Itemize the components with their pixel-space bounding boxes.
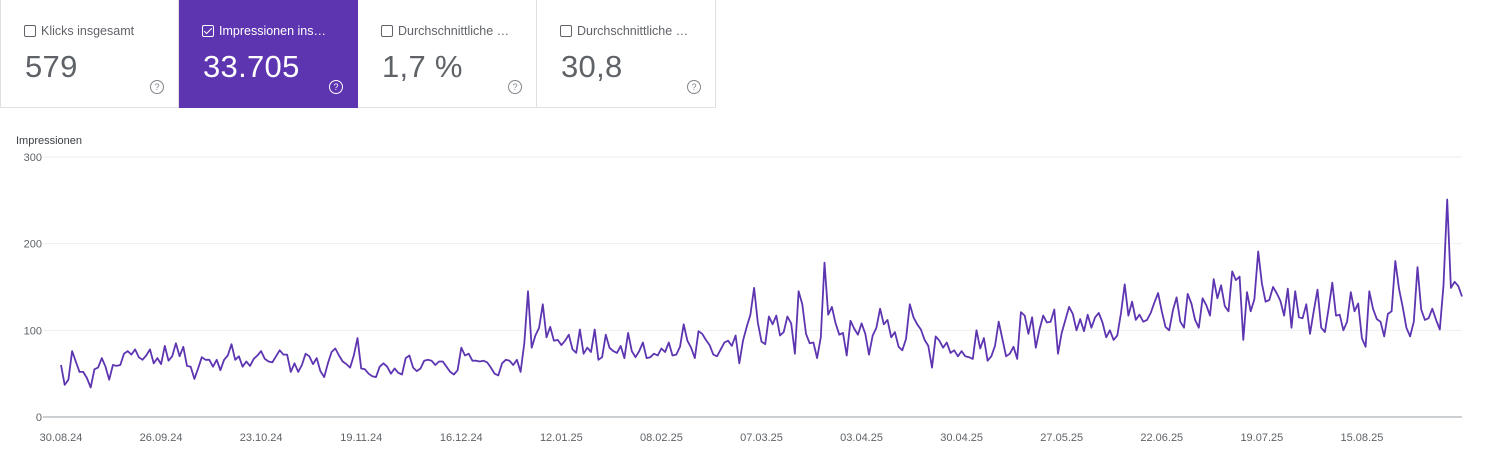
y-tick-label: 300 xyxy=(24,152,42,164)
x-tick-label: 23.10.24 xyxy=(240,432,283,444)
metric-label: Durchschnittliche … xyxy=(398,24,510,38)
help-icon[interactable]: ? xyxy=(508,80,522,94)
impressions-series-line xyxy=(60,198,1463,389)
y-tick-label: 0 xyxy=(36,412,42,424)
x-tick-label: 12.01.25 xyxy=(540,432,583,444)
metric-label: Impressionen ins… xyxy=(219,24,326,38)
metric-value: 1,7 % xyxy=(382,49,463,84)
y-tick-label: 200 xyxy=(24,239,42,251)
help-icon[interactable]: ? xyxy=(687,80,701,94)
x-tick-label: 27.05.25 xyxy=(1040,432,1083,444)
metric-card-ctr[interactable]: Durchschnittliche … 1,7 % ? xyxy=(358,0,537,108)
checkbox-icon[interactable] xyxy=(560,25,572,37)
checkbox-icon[interactable] xyxy=(24,25,36,37)
x-tick-label: 30.04.25 xyxy=(940,432,983,444)
chart-svg[interactable]: Impressionen 0 100 200 300 30.08.24 26.09.24 23… xyxy=(0,120,1496,472)
metric-cards: Klicks insgesamt 579 ? Impressionen ins…… xyxy=(0,0,716,109)
x-tick-label: 19.11.24 xyxy=(340,432,382,444)
x-tick-label: 26.09.24 xyxy=(140,432,183,444)
metric-card-clicks[interactable]: Klicks insgesamt 579 ? xyxy=(0,0,179,108)
help-icon[interactable]: ? xyxy=(329,80,343,94)
metric-card-header: Durchschnittliche … xyxy=(381,24,509,38)
metric-value: 33.705 xyxy=(203,49,300,84)
metric-value: 579 xyxy=(25,49,78,84)
checkbox-checked-icon[interactable] xyxy=(202,25,214,37)
x-tick-label: 19.07.25 xyxy=(1240,432,1283,444)
metric-value: 30,8 xyxy=(561,49,623,84)
x-tick-label: 22.06.25 xyxy=(1140,432,1183,444)
x-tick-label: 07.03.25 xyxy=(740,432,783,444)
checkbox-icon[interactable] xyxy=(381,25,393,37)
metric-card-position[interactable]: Durchschnittliche … 30,8 ? xyxy=(537,0,716,108)
performance-chart[interactable]: Impressionen 0 100 200 300 30.08.24 26.09.24 23… xyxy=(0,120,1496,472)
y-axis-label: Impressionen xyxy=(16,135,82,147)
x-tick-label: 03.04.25 xyxy=(840,432,883,444)
help-icon[interactable]: ? xyxy=(150,80,164,94)
x-tick-label: 15.08.25 xyxy=(1341,432,1384,444)
metric-card-header: Klicks insgesamt xyxy=(24,24,134,38)
y-tick-label: 100 xyxy=(24,325,42,337)
metric-card-header: Impressionen ins… xyxy=(202,24,326,38)
x-tick-label: 30.08.24 xyxy=(40,432,83,444)
metric-card-header: Durchschnittliche … xyxy=(560,24,688,38)
x-tick-label: 16.12.24 xyxy=(440,432,483,444)
metric-label: Durchschnittliche … xyxy=(577,24,689,38)
x-tick-label: 08.02.25 xyxy=(640,432,683,444)
metric-label: Klicks insgesamt xyxy=(41,24,135,38)
metric-card-impressions[interactable]: Impressionen ins… 33.705 ? xyxy=(179,0,358,108)
